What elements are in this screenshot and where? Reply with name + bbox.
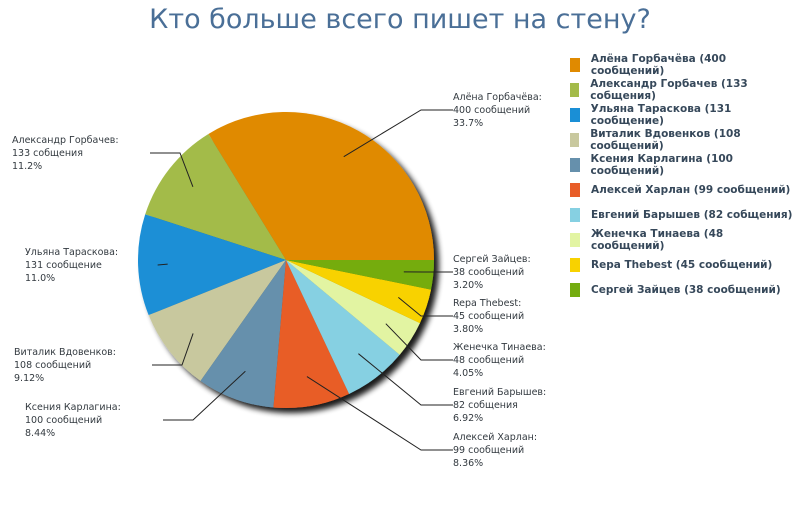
leader-line bbox=[150, 152, 194, 188]
data-label-count: 108 сообщений bbox=[14, 360, 91, 371]
pie-slice bbox=[145, 133, 286, 260]
legend-label: Ксения Карлагина (100 сообщений) bbox=[590, 152, 733, 177]
legend-swatch bbox=[570, 132, 580, 147]
data-label-name: Repa Thebest: bbox=[453, 298, 521, 309]
data-label-count: 100 сообщений bbox=[25, 415, 102, 426]
legend-item: Алёна Горбачёва (400 сообщений) bbox=[570, 52, 800, 77]
data-label-name: Сергей Зайцев: bbox=[453, 254, 531, 265]
legend-swatch bbox=[570, 57, 580, 72]
legend-item: Ульяна Тараскова (131 сообщение) bbox=[570, 102, 800, 127]
legend-label: Repa Thebest (45 сообщений) bbox=[591, 258, 773, 271]
pie-slice bbox=[208, 112, 434, 260]
legend-label: Сергей Зайцев (38 сообщений) bbox=[591, 283, 781, 296]
legend-swatch bbox=[570, 157, 580, 172]
legend-swatch bbox=[570, 232, 580, 247]
data-label-name: Алексей Харлан: bbox=[453, 432, 537, 443]
data-label-name: Евгений Барышев: bbox=[453, 387, 546, 398]
legend-swatch bbox=[570, 182, 580, 197]
pie-slice bbox=[286, 260, 434, 290]
pie-slice bbox=[286, 260, 400, 394]
pie-slice bbox=[286, 260, 420, 355]
legend-item: Ксения Карлагина (100 сообщений) bbox=[570, 152, 800, 177]
data-label-count: 400 сообщений bbox=[453, 105, 530, 116]
data-label-name: Алёна Горбачёва: bbox=[453, 92, 542, 103]
legend-label: Алёна Горбачёва (400 сообщений) bbox=[590, 52, 727, 77]
pie-slice bbox=[286, 260, 432, 324]
data-label-count: 48 сообщений bbox=[453, 355, 524, 366]
data-label-percent: 9.12% bbox=[14, 373, 44, 384]
data-label-count: 131 сообщение bbox=[25, 260, 102, 271]
legend-swatch bbox=[570, 207, 580, 222]
legend-item: Алексей Харлан (99 сообщений) bbox=[570, 177, 800, 202]
data-label-name: Женечка Тинаева: bbox=[453, 342, 546, 353]
legend-item: Сергей Зайцев (38 сообщений) bbox=[570, 277, 800, 302]
data-label-percent: 3.80% bbox=[453, 324, 483, 335]
data-label-name: Ульяна Тараскова: bbox=[25, 247, 118, 258]
leader-line bbox=[163, 370, 246, 421]
data-label-count: 99 сообщений bbox=[453, 445, 524, 456]
legend-label: Алексей Харлан (99 сообщений) bbox=[591, 183, 791, 196]
legend-swatch bbox=[570, 257, 580, 272]
legend-label: Александр Горбачев (133 собщения) bbox=[590, 77, 748, 102]
leader-line bbox=[152, 333, 194, 366]
data-label-count: 38 сообщений bbox=[453, 267, 524, 278]
legend-swatch bbox=[570, 107, 580, 122]
data-label-percent: 11.2% bbox=[12, 161, 42, 172]
legend-label: Евгений Барышев (82 собщения) bbox=[591, 208, 793, 221]
data-label-name: Виталик Вдовенков: bbox=[14, 347, 116, 358]
legend-item: Виталик Вдовенков (108 сообщений) bbox=[570, 127, 800, 152]
legend-label: Виталик Вдовенков (108 сообщений) bbox=[590, 127, 741, 152]
data-label-count: 45 сообщений bbox=[453, 311, 524, 322]
legend-item: Александр Горбачев (133 собщения) bbox=[570, 77, 800, 102]
legend-item: Женечка Тинаева (48 сообщений) bbox=[570, 227, 800, 252]
data-label-percent: 33.7% bbox=[453, 118, 483, 129]
leader-line bbox=[343, 109, 453, 158]
data-label-name: Ксения Карлагина: bbox=[25, 402, 121, 413]
leader-line bbox=[306, 376, 453, 451]
leader-line bbox=[157, 263, 168, 266]
pie-slice bbox=[148, 260, 286, 381]
legend-label: Ульяна Тараскова (131 сообщение) bbox=[590, 102, 732, 127]
legend-item: Repa Thebest (45 сообщений) bbox=[570, 252, 800, 277]
data-label-percent: 3.20% bbox=[453, 280, 483, 291]
leader-line bbox=[385, 323, 453, 361]
legend-label: Женечка Тинаева (48 сообщений) bbox=[590, 227, 724, 252]
data-label-percent: 11.0% bbox=[25, 273, 55, 284]
data-label-percent: 8.36% bbox=[453, 458, 483, 469]
chart-title: Кто больше всего пишет на стену? bbox=[149, 4, 651, 35]
legend: Алёна Горбачёва (400 сообщений) Александр… bbox=[570, 52, 800, 302]
pie-slice bbox=[273, 260, 350, 408]
data-label-count: 133 собщения bbox=[12, 148, 83, 159]
leader-line bbox=[358, 353, 453, 406]
data-label-count: 82 собщения bbox=[453, 400, 518, 411]
data-label-percent: 8.44% bbox=[25, 428, 55, 439]
leader-line bbox=[398, 296, 453, 317]
legend-swatch bbox=[570, 282, 580, 297]
data-label-name: Александр Горбачев: bbox=[12, 135, 119, 146]
data-label-percent: 6.92% bbox=[453, 413, 483, 424]
data-label-percent: 4.05% bbox=[453, 368, 483, 379]
pie-slice bbox=[137, 214, 286, 316]
legend-item: Евгений Барышев (82 собщения) bbox=[570, 202, 800, 227]
legend-swatch bbox=[570, 82, 580, 97]
pie-slice bbox=[200, 260, 286, 408]
